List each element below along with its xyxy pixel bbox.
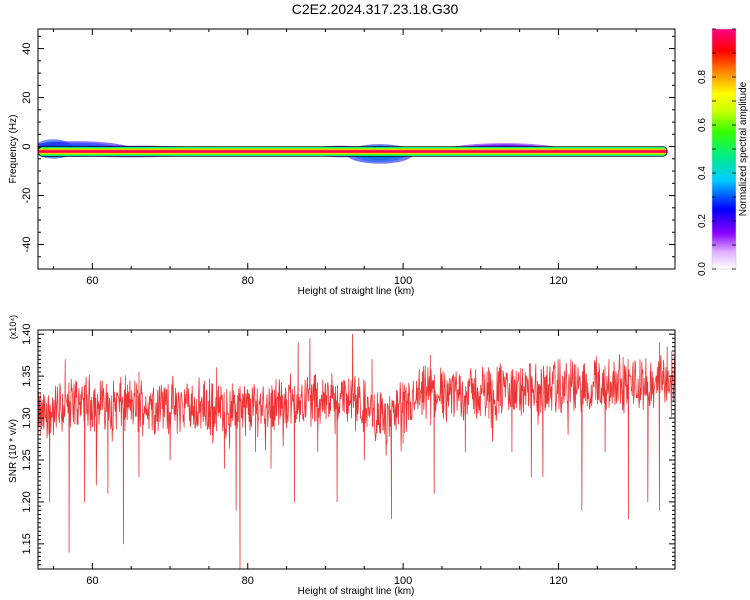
snr-y-axis-label: SNR (10 * v/v) (8, 419, 19, 483)
spectrogram-ridge-band (38, 150, 668, 153)
snr-frame (37, 329, 676, 570)
spectrogram-panel: 60 80 100 120 -40 -20 0 20 40 Height of straigh… (8, 28, 676, 297)
snr-scale-label: (x10⁴) (8, 315, 18, 339)
spectrogram-x-tick-label: 80 (242, 275, 254, 287)
spectrogram-x-axis-label: Height of straight line (km) (298, 286, 415, 297)
spectrogram-ridge-outline (38, 146, 668, 157)
colorbar-tick-label: 0.6 (697, 118, 708, 132)
snr-series-line (38, 333, 675, 569)
snr-plot-area (38, 333, 675, 569)
spectrogram-ridge (38, 146, 668, 157)
spectrogram-y-axis-label: Frequency (Hz) (8, 115, 19, 184)
colorbar-tick-label: 0.8 (697, 70, 708, 84)
colorbar-label: Normalized spectral amplitude (738, 81, 749, 216)
snr-panel: 60 80 100 120 1.15 1.20 1.25 1.30 1.35 1.40 Heig… (8, 315, 676, 597)
snr-y-tick-label: 1.40 (21, 323, 33, 344)
spectrogram-y-tick-label: 20 (21, 91, 33, 103)
spectrogram-x-tick-label: 60 (86, 275, 98, 287)
snr-y-tick-label: 1.15 (21, 533, 33, 554)
figure-title: C2E2.2024.317.23.18.G30 (292, 1, 459, 17)
snr-y-tick-label: 1.35 (21, 365, 33, 386)
spectrogram-x-tick-label: 120 (549, 275, 567, 287)
spectrogram-y-tick-label: 0 (21, 143, 33, 149)
colorbar: 0.0 0.2 0.4 0.6 0.8 Normalized spectral ampl… (697, 28, 749, 276)
snr-x-tick-label: 100 (394, 575, 412, 587)
spectrogram-x-tick-label: 100 (394, 275, 412, 287)
snr-y-tick-label: 1.30 (21, 407, 33, 428)
snr-y-ticks: 1.15 1.20 1.25 1.30 1.35 1.40 (21, 323, 675, 570)
snr-x-tick-label: 60 (86, 575, 98, 587)
spectrogram-x-ticks: 60 80 100 120 (53, 29, 676, 287)
spectrogram-y-ticks: -40 -20 0 20 40 (21, 35, 675, 270)
snr-x-tick-label: 80 (242, 575, 254, 587)
spectrogram-y-tick-label: -40 (21, 237, 33, 253)
snr-y-tick-label: 1.25 (21, 449, 33, 470)
spectrogram-frame (37, 28, 676, 270)
snr-y-tick-label: 1.20 (21, 491, 33, 512)
spectrogram-plot-area (38, 139, 668, 164)
snr-x-tick-label: 120 (549, 575, 567, 587)
snr-x-ticks: 60 80 100 120 (53, 330, 676, 587)
spectrogram-y-tick-label: -20 (21, 188, 33, 204)
colorbar-ticks: 0.0 0.2 0.4 0.6 0.8 (697, 28, 736, 276)
colorbar-tick-label: 0.0 (697, 262, 708, 276)
snr-x-axis-label: Height of straight line (km) (298, 586, 415, 597)
colorbar-tick-label: 0.4 (697, 166, 708, 180)
colorbar-tick-label: 0.2 (697, 214, 708, 228)
spectrogram-y-tick-label: 40 (21, 42, 33, 54)
